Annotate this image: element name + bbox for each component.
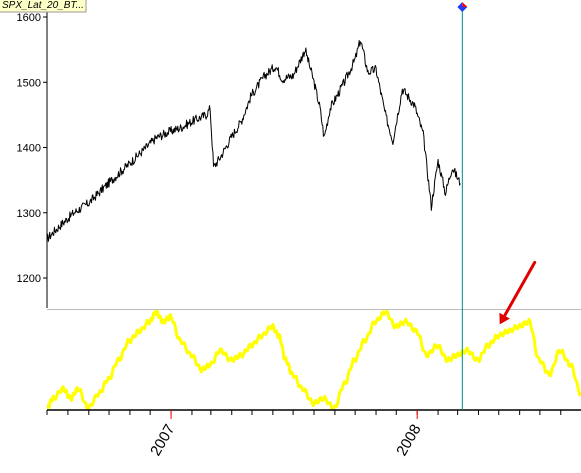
arrow-shaft	[503, 260, 537, 318]
x-tick-label: 2008	[393, 422, 424, 459]
x-axis: 2007 2008	[46, 409, 581, 459]
oscillator-panel	[47, 310, 581, 410]
annotations	[499, 260, 537, 325]
arrow-head	[499, 312, 510, 325]
y-tick-label: 1400	[17, 143, 41, 155]
y-axis: 1200 1300 1400 1500 1600	[17, 0, 48, 308]
cursor-marker-left	[457, 2, 463, 12]
series-tag-label: SPX_Lat_20_BT...	[2, 0, 84, 11]
series-tag[interactable]: SPX_Lat_20_BT...	[0, 0, 87, 13]
cursor-marker-top	[462, 2, 468, 7]
y-tick-label: 1500	[17, 77, 41, 89]
price-line	[47, 40, 461, 242]
price-panel: 1200 1300 1400 1500 1600	[17, 0, 461, 308]
y-tick-label: 1200	[17, 273, 41, 285]
series-tag-background	[0, 0, 87, 13]
cursor[interactable]	[457, 2, 468, 410]
oscillator-series	[47, 310, 581, 410]
cursor-marker-bottom	[462, 7, 468, 12]
price-series	[47, 40, 461, 242]
y-tick-label: 1600	[17, 12, 41, 24]
y-tick-label: 1300	[17, 208, 41, 220]
x-tick-label: 2007	[147, 422, 178, 459]
oscillator-line	[47, 310, 581, 410]
